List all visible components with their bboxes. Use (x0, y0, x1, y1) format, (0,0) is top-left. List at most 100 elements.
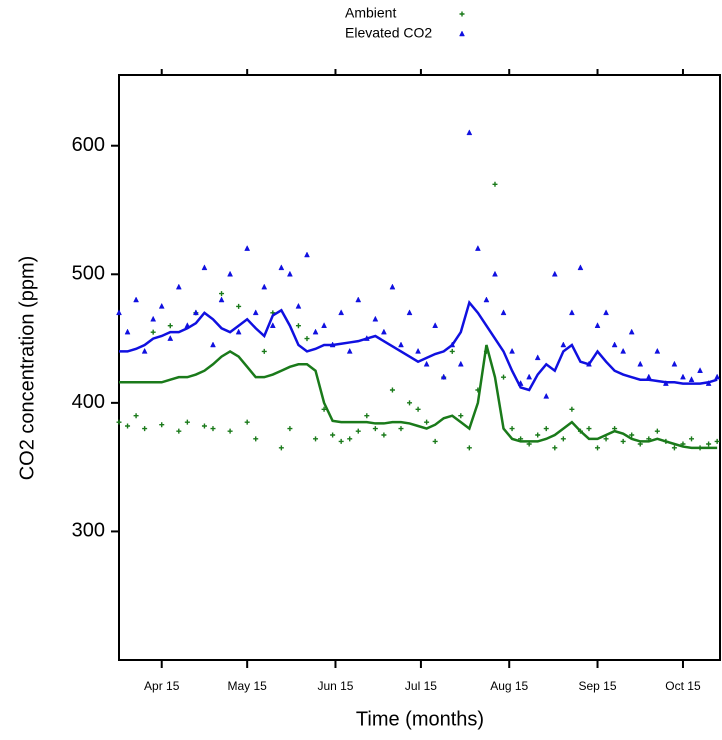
point (449, 341, 456, 348)
point (483, 348, 489, 354)
point (500, 309, 507, 316)
point (629, 432, 635, 438)
point (689, 436, 695, 442)
point (295, 323, 301, 329)
x-tick-label: Jun 15 (317, 679, 353, 693)
point (620, 438, 626, 444)
point (612, 426, 618, 432)
point (645, 373, 652, 380)
point (141, 347, 148, 354)
point (603, 436, 609, 442)
point (663, 438, 669, 444)
point (210, 426, 216, 432)
point (346, 347, 353, 354)
point (440, 373, 447, 380)
point (227, 270, 233, 277)
point (252, 309, 259, 316)
point (261, 283, 268, 290)
point (158, 302, 165, 309)
x-tick-label: Apr 15 (144, 679, 180, 693)
point (680, 373, 686, 380)
legend-label: Elevated CO2 (345, 25, 432, 41)
legend-marker (459, 11, 465, 17)
point (654, 347, 661, 354)
point (295, 302, 302, 309)
x-tick-label: Jul 15 (405, 679, 437, 693)
point (321, 322, 327, 328)
x-tick-label: Aug 15 (490, 679, 528, 693)
y-tick-label: 400 (72, 391, 105, 413)
point (235, 328, 242, 335)
point (167, 335, 174, 341)
point (210, 341, 216, 348)
point (218, 296, 225, 303)
point (501, 374, 507, 380)
point (594, 322, 601, 328)
point (398, 341, 404, 348)
x-tick-label: May 15 (227, 679, 267, 693)
point (534, 354, 541, 361)
point (518, 436, 524, 442)
point (432, 438, 438, 444)
point (543, 426, 549, 432)
x-axis-title: Time (months) (356, 708, 484, 730)
point (321, 406, 327, 412)
point (389, 283, 396, 290)
point (278, 264, 285, 271)
point (637, 360, 644, 367)
point (389, 387, 395, 393)
point (142, 426, 148, 432)
point (483, 296, 490, 303)
point (287, 426, 293, 432)
point (133, 413, 139, 419)
point (380, 328, 387, 335)
point (705, 380, 712, 386)
point (577, 264, 584, 271)
point (628, 328, 635, 335)
y-tick-label: 300 (72, 520, 105, 542)
point (406, 309, 413, 316)
point (269, 322, 276, 328)
point (125, 423, 131, 429)
point (124, 328, 131, 335)
point (116, 309, 122, 316)
point (363, 335, 370, 341)
point (201, 423, 207, 429)
point (466, 445, 472, 451)
point (201, 264, 208, 271)
point (646, 436, 652, 442)
point (364, 413, 370, 419)
point (577, 428, 583, 434)
point (423, 360, 430, 367)
point (543, 392, 550, 399)
point (415, 347, 421, 354)
point (551, 270, 558, 277)
point (637, 441, 643, 447)
point (313, 436, 319, 442)
point (304, 336, 310, 342)
point (595, 445, 601, 451)
point (261, 348, 267, 354)
legend-marker (459, 30, 465, 37)
point (706, 441, 712, 447)
point (492, 270, 498, 277)
point (560, 341, 567, 348)
x-tick-label: Sep 15 (578, 679, 616, 693)
point (671, 360, 678, 367)
point (381, 432, 387, 438)
point (398, 426, 404, 432)
point (568, 309, 575, 316)
point (159, 422, 165, 428)
point (116, 419, 122, 425)
point (244, 245, 251, 251)
point (517, 380, 524, 386)
point (347, 436, 353, 442)
point (552, 445, 558, 451)
point (338, 438, 344, 444)
point (236, 303, 242, 309)
point (714, 438, 720, 444)
point (586, 360, 592, 367)
point (407, 400, 413, 406)
point (193, 309, 199, 316)
